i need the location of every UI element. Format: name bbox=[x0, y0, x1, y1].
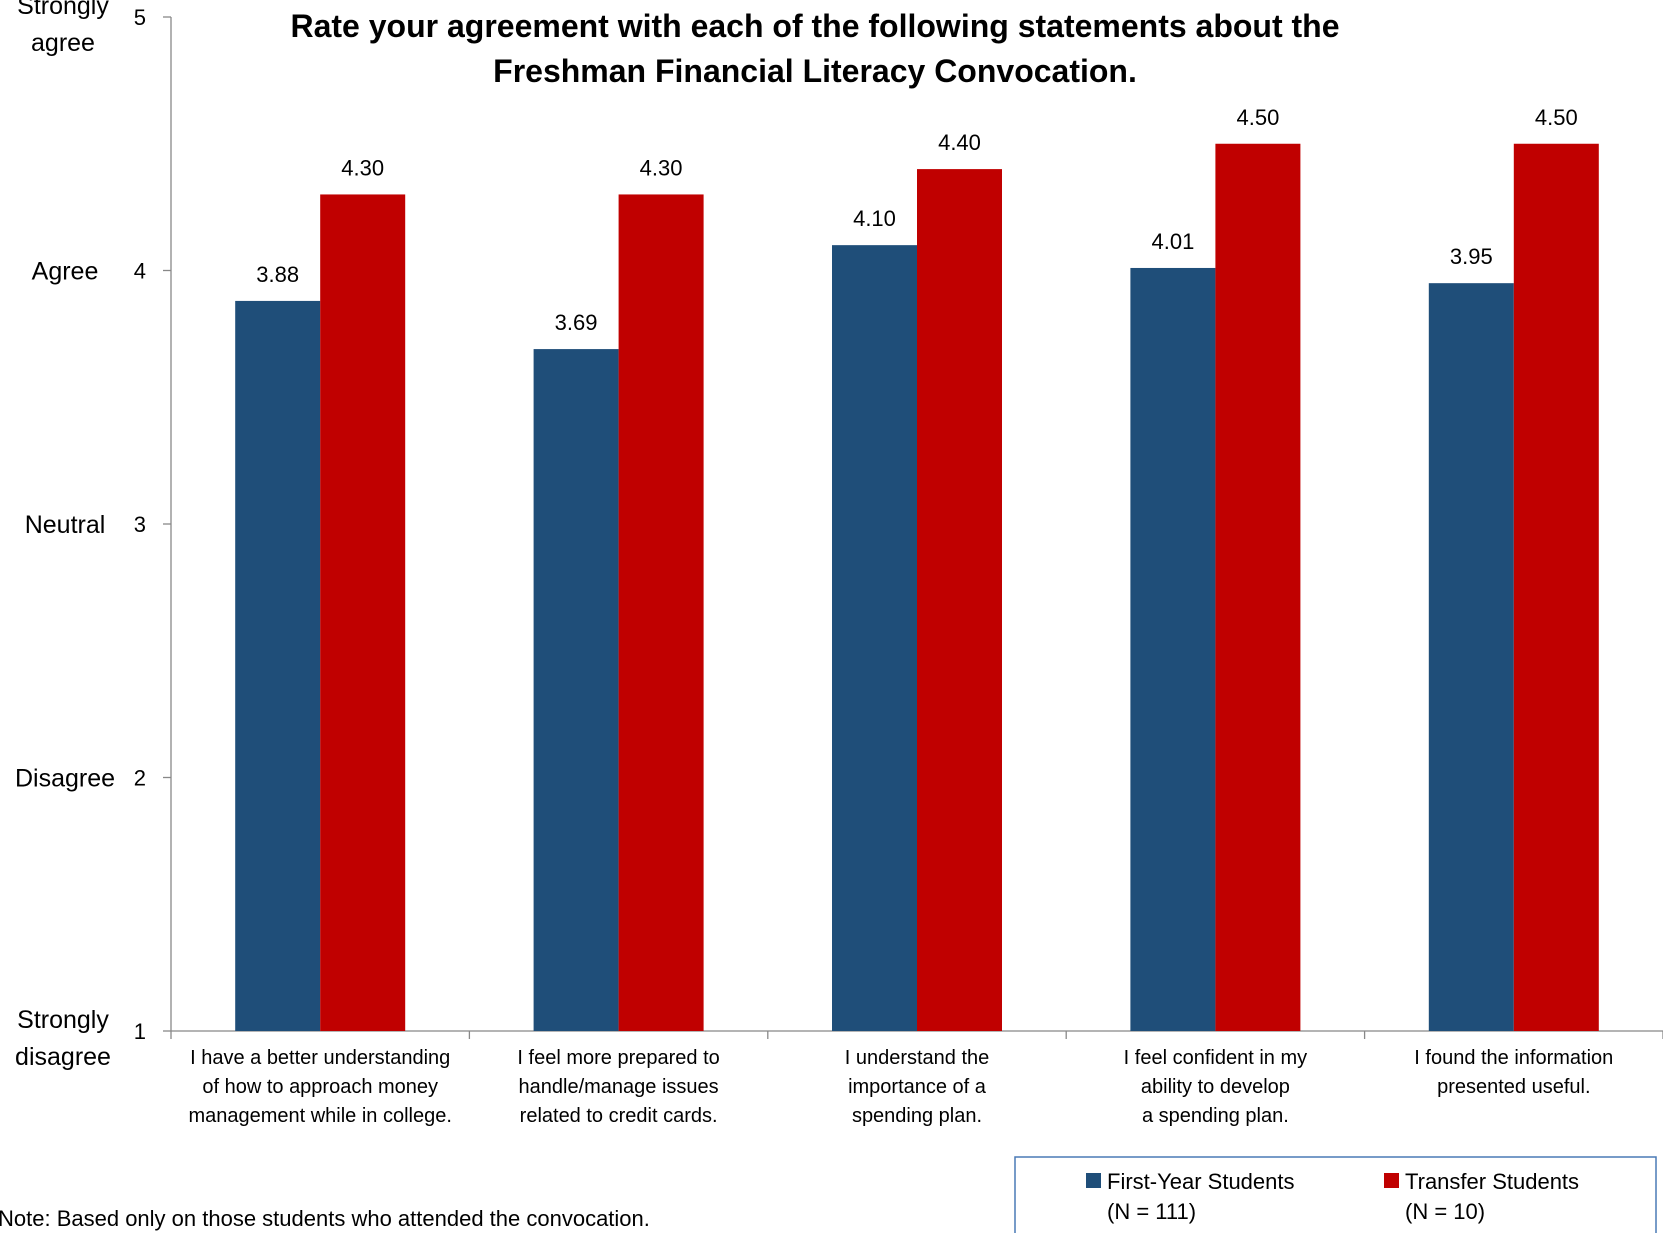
category-label: presented useful. bbox=[1437, 1076, 1590, 1098]
legend-label: Transfer Students bbox=[1405, 1169, 1579, 1194]
chart-value-labels: 3.88 4.30 3.69 4.30 4.10 4.40 4.01 4.50 3.95 4.50 bbox=[256, 105, 1577, 335]
bar-first-year bbox=[1428, 283, 1514, 1031]
footnote: Note: Based only on those students who a… bbox=[0, 1206, 650, 1231]
bar-value-label: 4.30 bbox=[640, 155, 683, 180]
category-label: I feel more prepared to bbox=[517, 1047, 719, 1069]
legend-swatch-first-year bbox=[1086, 1173, 1101, 1188]
bar-value-label: 4.30 bbox=[341, 155, 384, 180]
chart-title: Rate your agreement with each of the fol… bbox=[290, 8, 1339, 89]
category-label: importance of a bbox=[848, 1076, 987, 1098]
category-label: ability to develop bbox=[1141, 1076, 1290, 1098]
bar-transfer bbox=[618, 194, 704, 1031]
y-tick-label: 5 bbox=[134, 5, 146, 30]
bar-first-year bbox=[1130, 267, 1216, 1032]
legend-swatch-transfer bbox=[1384, 1173, 1399, 1188]
category-label: management while in college. bbox=[188, 1105, 452, 1127]
category-label: I understand the bbox=[845, 1047, 990, 1069]
y-rating-label: Agree bbox=[32, 258, 99, 286]
y-rating-label: Disagree bbox=[15, 765, 115, 793]
bar-first-year bbox=[832, 245, 917, 1031]
bar-transfer bbox=[917, 169, 1002, 1032]
y-rating-label: Strongly bbox=[17, 0, 109, 20]
bar-value-label: 4.40 bbox=[938, 130, 981, 155]
legend-box bbox=[1014, 1156, 1657, 1233]
y-tick-label: 3 bbox=[134, 512, 146, 537]
category-label: I found the information bbox=[1414, 1047, 1613, 1069]
bar-value-label: 4.50 bbox=[1236, 105, 1279, 130]
y-rating-label: Neutral bbox=[25, 511, 106, 539]
y-rating-label: Strongly bbox=[17, 1006, 109, 1034]
chart-category-labels: I have a better understanding of how to a… bbox=[188, 1047, 1613, 1127]
bar-first-year bbox=[235, 300, 321, 1031]
bar-value-label: 4.50 bbox=[1535, 105, 1578, 130]
bar-value-label: 3.69 bbox=[555, 310, 598, 335]
y-tick-label: 2 bbox=[134, 766, 146, 791]
bar-value-label: 4.01 bbox=[1151, 229, 1194, 254]
bar-value-label: 3.95 bbox=[1450, 244, 1493, 269]
category-label: related to credit cards. bbox=[520, 1105, 718, 1127]
bar-transfer bbox=[320, 194, 406, 1031]
bar-value-label: 4.10 bbox=[853, 206, 896, 231]
legend-sample-size: (N = 10) bbox=[1405, 1199, 1485, 1224]
y-rating-label: disagree bbox=[15, 1043, 111, 1071]
bar-value-label: 3.88 bbox=[256, 262, 299, 287]
chart-axes: 1 Strongly disagree 2 Disagree 3 Neutral 4 Agree… bbox=[15, 0, 1663, 1071]
chart-bars bbox=[235, 143, 1599, 1032]
chart-title-line: Rate your agreement with each of the fol… bbox=[290, 8, 1339, 44]
category-label: I feel confident in my bbox=[1124, 1047, 1307, 1069]
legend-label: First-Year Students bbox=[1107, 1169, 1295, 1194]
y-tick-label: 4 bbox=[134, 259, 146, 284]
bar-transfer bbox=[1215, 143, 1301, 1031]
y-rating-label: agree bbox=[31, 29, 95, 57]
y-tick-label: 1 bbox=[134, 1019, 146, 1044]
legend: First-Year Students (N = 111) Transfer Stu… bbox=[1014, 1156, 1657, 1233]
bar-first-year bbox=[533, 349, 619, 1032]
category-label: of how to approach money bbox=[202, 1076, 438, 1098]
category-label: I have a better understanding bbox=[190, 1047, 450, 1069]
bar-transfer bbox=[1513, 143, 1599, 1031]
category-label: handle/manage issues bbox=[519, 1076, 719, 1098]
category-label: spending plan. bbox=[852, 1105, 982, 1127]
chart-title-line: Freshman Financial Literacy Convocation. bbox=[493, 53, 1137, 89]
category-label: a spending plan. bbox=[1142, 1105, 1289, 1127]
legend-sample-size: (N = 111) bbox=[1107, 1199, 1196, 1224]
